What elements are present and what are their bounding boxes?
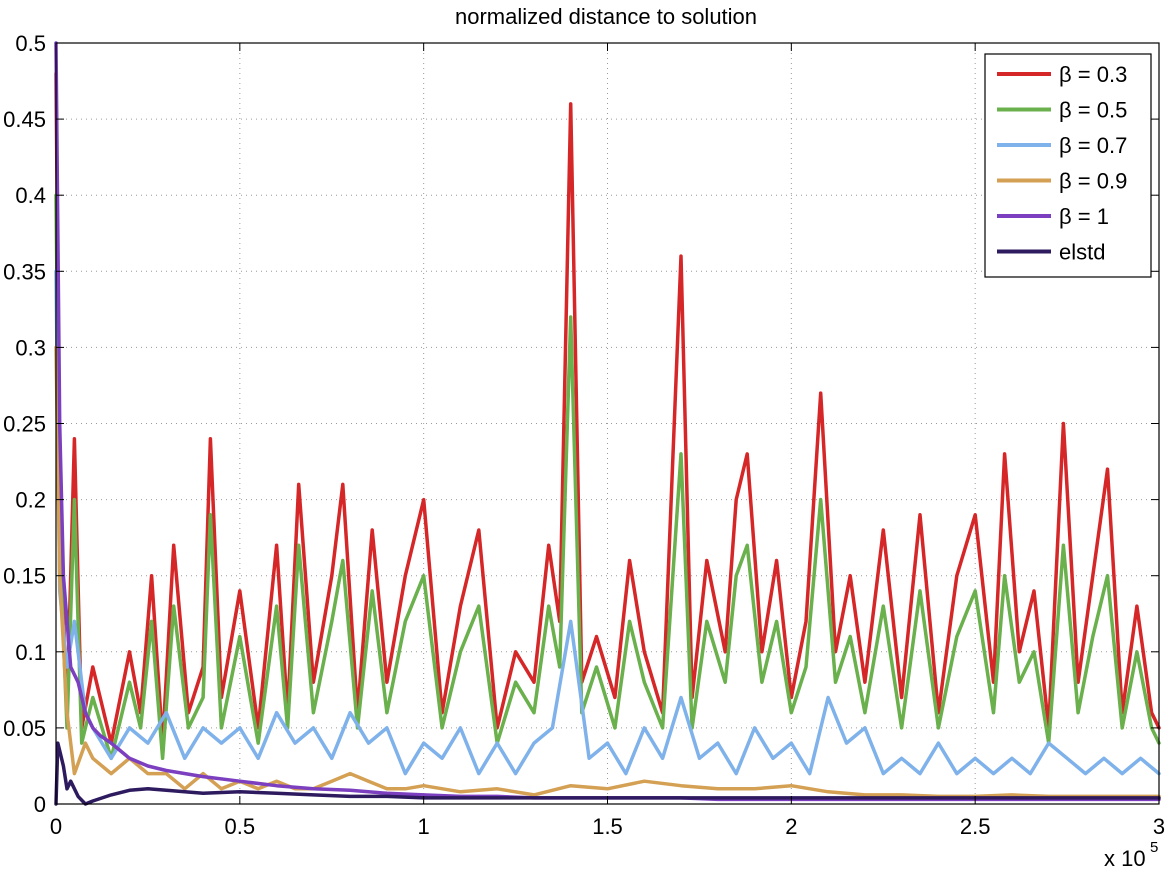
x-tick-label: 2 xyxy=(785,814,797,839)
chart-title: normalized distance to solution xyxy=(455,4,757,29)
x-tick-label: 0 xyxy=(50,814,62,839)
x-tick-label: 0.5 xyxy=(225,814,256,839)
x-multiplier: x 10 5 xyxy=(1104,839,1158,871)
grid xyxy=(56,43,1159,804)
x-tick-label: 3 xyxy=(1153,814,1165,839)
legend-label: elstd xyxy=(1059,240,1105,265)
legend-label: β = 0.3 xyxy=(1059,62,1127,87)
y-tick-label: 0.05 xyxy=(3,716,46,741)
y-tick-label: 0 xyxy=(34,792,46,817)
axis-ticks xyxy=(55,42,1160,805)
legend-label: β = 0.9 xyxy=(1059,169,1127,194)
series-line-3 xyxy=(54,269,1161,776)
y-tick-label: 0.3 xyxy=(15,335,46,360)
y-tick-label: 0.4 xyxy=(15,183,46,208)
x-tick-label: 2.5 xyxy=(960,814,991,839)
legend-label: β = 0.5 xyxy=(1059,98,1127,123)
legend-box xyxy=(984,53,1152,278)
x-multiplier-exponent: 5 xyxy=(1150,839,1158,856)
series-lines xyxy=(54,41,1161,806)
y-tick-label: 0.5 xyxy=(15,31,46,56)
y-tick-label: 0.15 xyxy=(3,564,46,589)
legend-label: β = 1 xyxy=(1059,204,1109,229)
x-multiplier-label: x 10 xyxy=(1104,846,1146,871)
y-tick-label: 0.2 xyxy=(15,488,46,513)
y-tick-label: 0.1 xyxy=(15,640,46,665)
x-tick-label: 1.5 xyxy=(592,814,623,839)
y-tick-label: 0.45 xyxy=(3,107,46,132)
legend-label: β = 0.7 xyxy=(1059,133,1127,158)
tick-labels: 0 0.5 1 1.5 2 2.5 3 0 0.05 0.1 0.15 0.2 0.25 0.3 0.35 0… xyxy=(3,31,1165,839)
y-tick-label: 0.35 xyxy=(3,259,46,284)
legend: β = 0.3 β = 0.5 β = 0.7 β = 0.9 β = 1 elstd xyxy=(984,53,1152,278)
x-tick-label: 1 xyxy=(418,814,430,839)
y-tick-label: 0.25 xyxy=(3,412,46,437)
